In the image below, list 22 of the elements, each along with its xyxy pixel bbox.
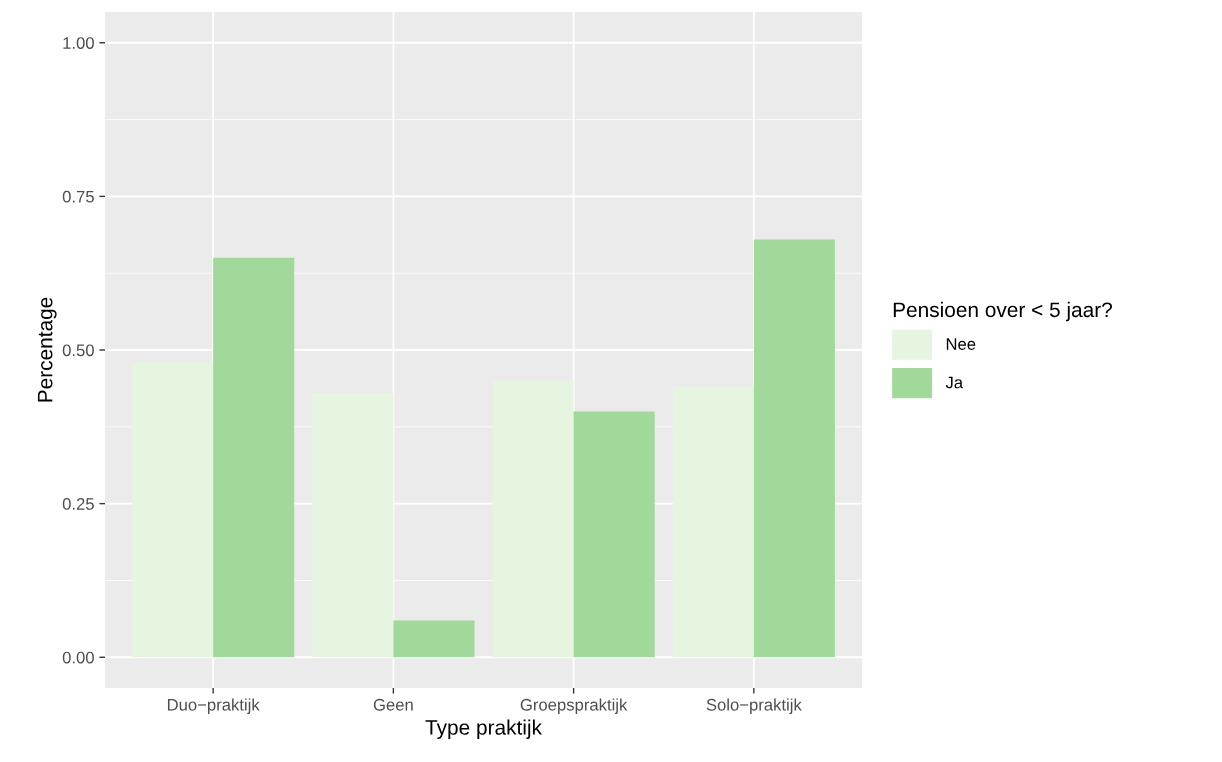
bar: [393, 620, 475, 658]
x-tick-label: Solo−praktijk: [706, 698, 802, 714]
x-tick-label: Duo−praktijk: [167, 698, 260, 714]
y-tick-label: 0.25: [62, 498, 94, 510]
bar: [312, 393, 394, 658]
y-tick-label: 0.50: [62, 344, 94, 357]
x-tick-label: Geen: [373, 698, 413, 711]
legend-label: Nee: [946, 338, 976, 350]
x-tick-label: Groepspraktijk: [520, 698, 628, 714]
bar: [573, 411, 655, 658]
y-tick-label: 0.00: [62, 651, 94, 664]
y-axis-title: Percentage: [37, 297, 57, 402]
legend-title: Pensioen over < 5 jaar?: [893, 301, 1112, 322]
legend-label: Ja: [945, 376, 964, 389]
y-tick-label: 1.00: [63, 37, 94, 49]
bar: [672, 386, 754, 658]
bar: [753, 239, 835, 658]
x-axis-title: Type praktijk: [425, 719, 543, 739]
bar: [492, 380, 574, 658]
y-tick-label: 0.75: [62, 190, 94, 203]
bar: [213, 257, 295, 658]
bar: [132, 362, 214, 658]
